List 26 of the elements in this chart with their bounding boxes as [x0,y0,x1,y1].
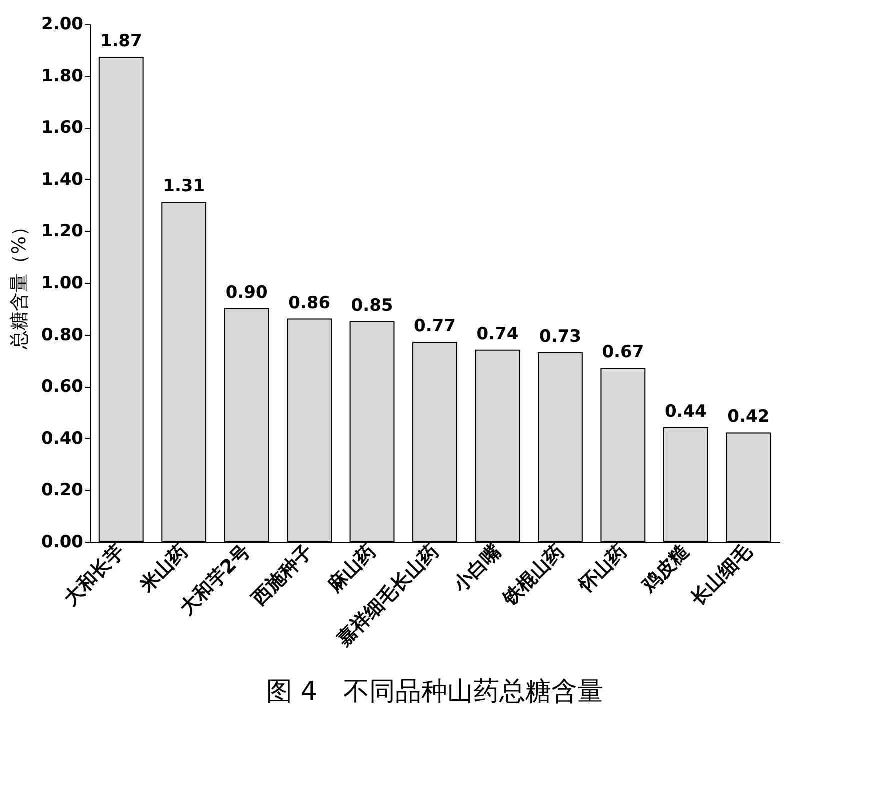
data-label: 0.85 [351,296,394,316]
y-tick-label: 1.00 [42,274,84,294]
y-tick-label: 0.00 [42,532,84,552]
y-tick-label: 1.60 [42,118,84,138]
y-tick-label: 2.00 [42,14,84,34]
x-tick-label: 米山药 [135,540,192,598]
data-label: 0.74 [476,324,519,344]
y-tick-label: 0.40 [42,428,84,449]
y-tick-label: 1.40 [42,170,84,190]
y-tick-label: 0.80 [42,325,84,346]
x-tick-label: 怀山药 [574,540,631,598]
y-tick-label: 1.20 [42,222,84,242]
data-label: 0.67 [602,342,644,362]
data-label: 0.42 [728,407,770,428]
data-label: 0.86 [288,293,331,314]
y-tick-label: 0.20 [42,480,84,501]
data-label: 1.31 [163,176,206,197]
y-axis-title: 总糖含量（%） [8,217,31,351]
data-label: 0.90 [226,282,268,303]
data-label: 0.44 [664,402,708,422]
data-label: 1.87 [100,32,142,52]
text: 图 4 不同品种山药总糖含量 [266,677,604,708]
y-tick-label: 0.60 [42,377,84,398]
data-label: 0.77 [414,316,456,337]
data-label: 0.73 [539,326,582,347]
y-tick-label: 1.80 [42,66,84,86]
